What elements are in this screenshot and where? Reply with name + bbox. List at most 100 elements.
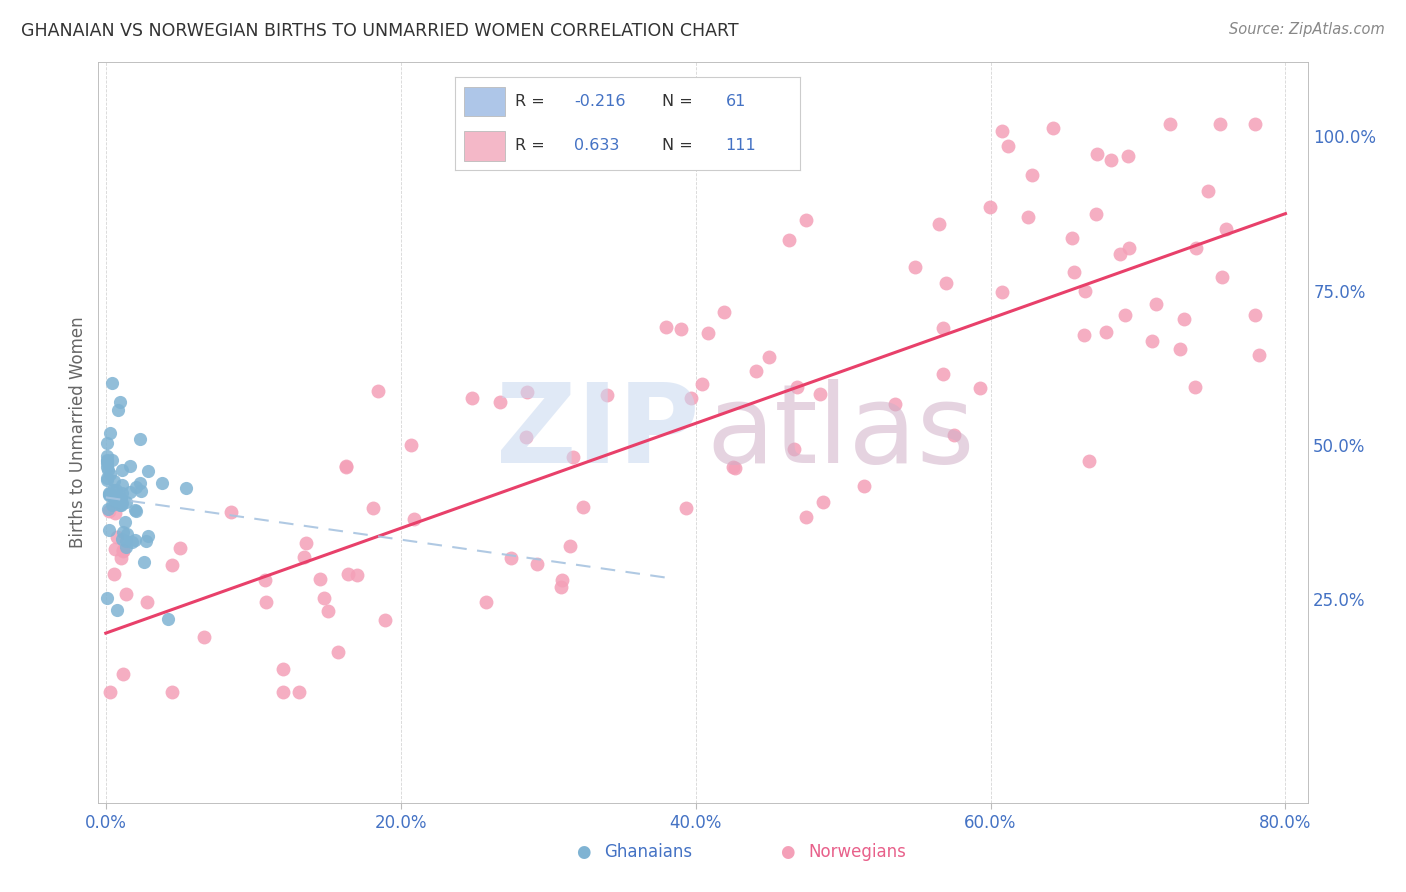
Point [1017, 210, 1039, 224]
Point [115, 534, 138, 549]
Point [1211, 269, 1233, 284]
Point [721, 460, 744, 475]
Point [883, 397, 905, 411]
Text: ZIP: ZIP [496, 379, 699, 486]
Point [328, 645, 350, 659]
Point [135, 533, 157, 548]
Point [596, 388, 619, 402]
Point [1159, 117, 1181, 131]
Point [96, 449, 118, 463]
Point [794, 509, 817, 524]
Point [105, 483, 128, 497]
Point [786, 379, 808, 393]
Point [287, 685, 309, 699]
Point [337, 567, 360, 582]
Point [1244, 117, 1267, 131]
Point [1099, 153, 1122, 168]
Point [97, 488, 120, 502]
Point [117, 527, 139, 541]
Point [120, 484, 142, 499]
Point [97, 502, 120, 516]
Point [124, 533, 146, 548]
Point [669, 322, 692, 336]
Point [724, 461, 747, 475]
Point [110, 532, 132, 546]
Point [136, 464, 159, 478]
Point [489, 395, 512, 409]
Point [101, 483, 124, 497]
Point [110, 491, 132, 506]
Point [105, 491, 128, 506]
Point [551, 573, 574, 587]
Point [1168, 342, 1191, 356]
Text: ●: ● [780, 843, 794, 861]
Point [111, 496, 134, 510]
Point [1042, 120, 1064, 135]
Text: atlas: atlas [707, 379, 976, 486]
Point [783, 442, 806, 457]
Point [1114, 308, 1136, 322]
Point [129, 475, 152, 490]
Point [1209, 117, 1232, 131]
Point [108, 489, 131, 503]
Point [193, 630, 215, 644]
Point [335, 458, 357, 473]
Point [128, 433, 150, 447]
Point [1116, 149, 1139, 163]
Point [96, 454, 118, 468]
Point [778, 233, 800, 247]
Point [150, 476, 173, 491]
Text: ●: ● [576, 843, 591, 861]
Point [516, 384, 538, 399]
Point [1249, 348, 1271, 362]
Point [105, 602, 128, 616]
Point [904, 260, 927, 275]
Point [104, 542, 127, 557]
Point [156, 612, 179, 626]
Point [105, 530, 128, 544]
Point [932, 321, 955, 335]
Point [103, 475, 125, 489]
Point [129, 484, 152, 499]
Point [174, 482, 197, 496]
Point [120, 459, 142, 474]
Point [96, 471, 118, 485]
Point [111, 463, 134, 477]
Point [312, 591, 335, 605]
Point [98, 467, 121, 481]
Point [97, 523, 120, 537]
Point [1244, 308, 1267, 322]
Point [1185, 241, 1208, 255]
Point [110, 394, 132, 409]
Point [125, 504, 148, 518]
Point [96, 436, 118, 450]
Point [1085, 146, 1108, 161]
Point [713, 305, 735, 319]
Point [115, 541, 138, 555]
Point [98, 425, 121, 440]
Point [97, 486, 120, 500]
Point [367, 384, 389, 398]
Point [679, 391, 702, 405]
Point [675, 500, 697, 515]
Point [132, 555, 155, 569]
Y-axis label: Births to Unmarried Women: Births to Unmarried Women [69, 317, 87, 549]
Point [399, 438, 422, 452]
Point [169, 541, 191, 555]
Point [1118, 241, 1140, 255]
Point [112, 667, 135, 681]
Point [560, 539, 582, 553]
Point [98, 485, 121, 500]
Point [112, 542, 135, 557]
Point [97, 504, 120, 518]
Point [96, 453, 118, 467]
Point [108, 498, 131, 512]
Point [136, 529, 159, 543]
Point [571, 500, 593, 515]
Point [991, 124, 1014, 138]
Point [103, 566, 125, 581]
Point [335, 460, 357, 475]
Point [1084, 207, 1107, 221]
Point [1073, 284, 1095, 298]
Point [346, 568, 368, 582]
